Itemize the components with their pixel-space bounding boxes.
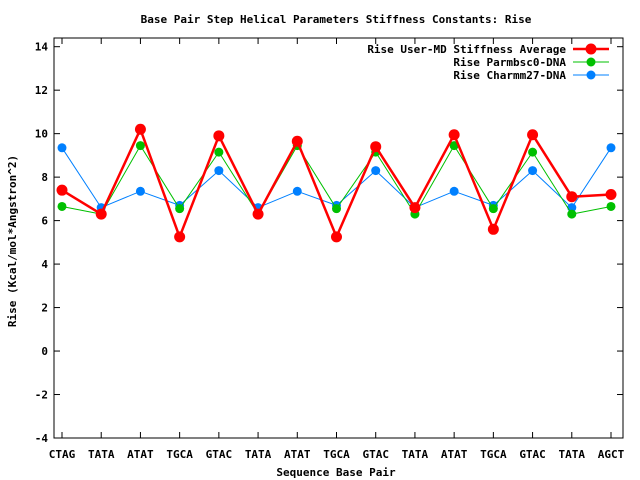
data-point (566, 191, 578, 203)
data-point (331, 231, 342, 243)
y-tick-label: 0 (41, 345, 48, 358)
data-point (371, 166, 381, 176)
data-point (449, 186, 459, 196)
legend-label: Rise Charmm27-DNA (453, 69, 566, 82)
x-tick-label: AGCT (598, 448, 625, 461)
series-1 (56, 123, 617, 243)
data-point (214, 147, 224, 157)
x-tick-label: GTAC (206, 448, 233, 461)
data-point (95, 208, 107, 220)
data-point (292, 186, 302, 196)
x-tick-label: TGCA (480, 448, 507, 461)
y-tick-label: 6 (41, 215, 48, 228)
data-point (174, 231, 186, 243)
data-point (134, 123, 146, 135)
data-point (606, 143, 616, 153)
data-point (409, 202, 421, 214)
x-axis-label: Sequence Base Pair (276, 466, 396, 479)
x-tick-label: GTAC (362, 448, 389, 461)
x-tick-label: CTAG (49, 448, 76, 461)
data-point (488, 204, 498, 214)
x-tick-label: ATAT (127, 448, 154, 461)
legend-marker (585, 43, 597, 55)
data-point (56, 184, 68, 196)
data-point (487, 223, 499, 235)
data-point (528, 166, 538, 176)
x-tick-label: GTAC (519, 448, 546, 461)
legend-label: Rise User-MD Stiffness Average (367, 43, 566, 56)
data-point (175, 204, 185, 214)
x-tick-label: TATA (559, 448, 586, 461)
data-point (57, 201, 67, 211)
y-tick-label: 2 (41, 302, 48, 315)
chart-title: Base Pair Step Helical Parameters Stiffn… (141, 13, 532, 26)
x-tick-label: TGCA (166, 448, 193, 461)
y-tick-label: 8 (41, 171, 48, 184)
data-point (291, 135, 303, 147)
data-point (135, 141, 145, 151)
data-point (214, 166, 224, 176)
x-tick-label: TATA (402, 448, 429, 461)
data-point (567, 209, 577, 219)
data-point (213, 130, 225, 142)
data-point (606, 201, 616, 211)
x-tick-label: ATAT (284, 448, 311, 461)
axes: -4 -2 0 2 4 6 8 10 12 14 CTAG TATA ATAT TGCA GTAC TATA A… (35, 37, 625, 461)
data-point (370, 141, 382, 153)
y-tick-label: -4 (35, 432, 49, 445)
data-point (527, 129, 539, 141)
series-group (56, 123, 617, 243)
data-point (528, 147, 538, 157)
data-point (57, 143, 67, 153)
y-tick-label: 14 (35, 41, 49, 54)
y-tick-label: 10 (35, 128, 48, 141)
y-tick-label: 4 (41, 258, 48, 271)
data-point (448, 129, 460, 141)
data-point (332, 204, 341, 214)
data-point (135, 186, 145, 196)
x-tick-label: TGCA (323, 448, 350, 461)
data-point (252, 208, 264, 220)
x-tick-label: TATA (245, 448, 272, 461)
y-tick-label: 12 (35, 84, 48, 97)
x-tick-label: ATAT (441, 448, 468, 461)
y-tick-label: -2 (35, 389, 48, 402)
x-tick-label: TATA (88, 448, 115, 461)
legend-marker (586, 70, 596, 80)
plot-border (53, 37, 624, 439)
data-point (605, 189, 617, 201)
y-axis-label: Rise (Kcal/mol*Angstron^2) (6, 155, 19, 327)
legend-marker (586, 57, 596, 67)
legend-label: Rise Parmbsc0-DNA (453, 56, 566, 69)
